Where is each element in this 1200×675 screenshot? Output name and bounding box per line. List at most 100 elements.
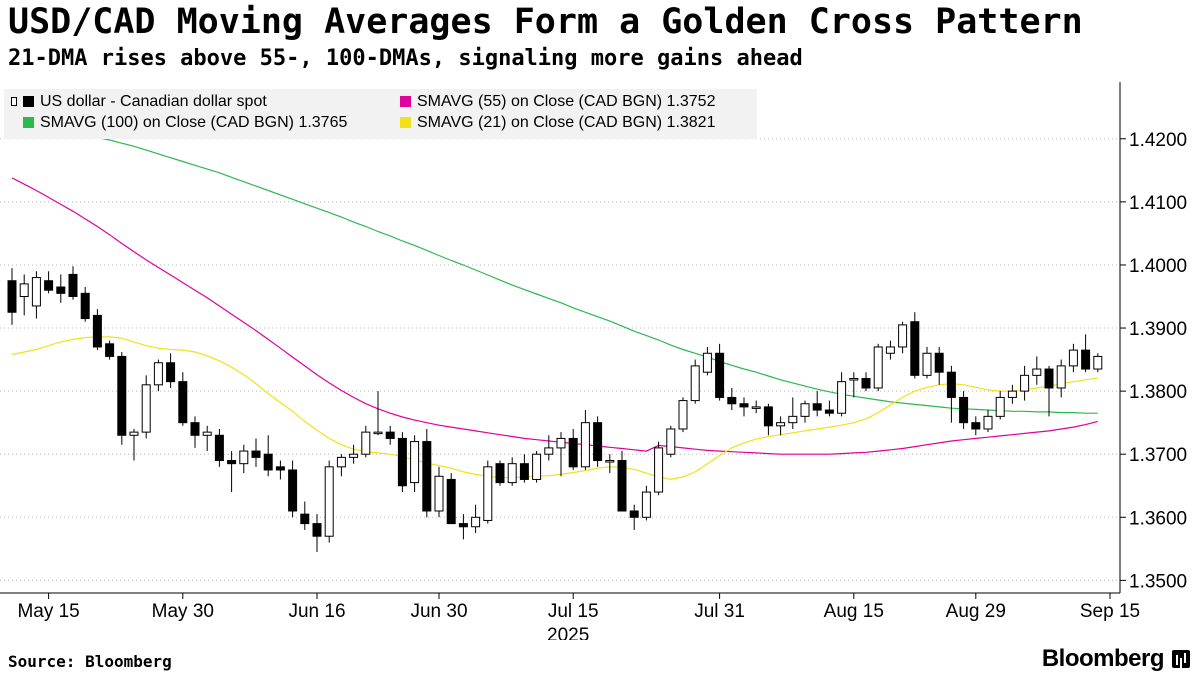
x-year-label: 2025 (547, 625, 589, 640)
candle-down (68, 273, 78, 297)
candle-down (715, 352, 725, 398)
legend-swatch-spot (23, 96, 34, 107)
candle-up (666, 428, 676, 455)
candle-up (349, 453, 359, 458)
candle-up (483, 466, 493, 521)
y-tick-label: 1.3600 (1129, 508, 1187, 529)
candle-up (849, 378, 859, 381)
chart-legend: US dollar - Canadian dollar spot SMAVG (… (4, 89, 757, 139)
legend-item-spot: US dollar - Canadian dollar spot (10, 92, 267, 112)
candle-down (727, 396, 737, 405)
candle-down (446, 478, 456, 525)
legend-item-sma55: SMAVG (55) on Close (CAD BGN) 1.3752 (400, 92, 715, 112)
candle-up (873, 346, 883, 389)
candle-up (788, 415, 798, 424)
candle-down (519, 463, 529, 480)
candle-down (288, 469, 298, 512)
legend-swatch-sma55 (400, 96, 411, 107)
legend-swatch-sma100 (23, 117, 34, 128)
candle-down (7, 280, 17, 313)
candle-down (458, 523, 468, 528)
y-tick-label: 1.4100 (1129, 193, 1187, 214)
candle-down (190, 422, 200, 436)
candle-down (910, 321, 920, 376)
y-tick-label: 1.3800 (1129, 382, 1187, 403)
legend-label-spot: US dollar - Canadian dollar spot (40, 93, 267, 110)
candle-down (946, 371, 956, 398)
candle-up (31, 277, 41, 307)
candles (7, 266, 1103, 552)
candle-down (300, 513, 310, 525)
candle-down (56, 286, 66, 294)
moving-average-lines (11, 122, 1098, 481)
legend-item-sma100: SMAVG (100) on Close (CAD BGN) 1.3765 (23, 113, 347, 133)
candle-up (373, 431, 383, 435)
legend-label-sma55: SMAVG (55) on Close (CAD BGN) 1.3752 (417, 93, 716, 110)
candle-up (434, 475, 444, 512)
candle-up (556, 437, 566, 449)
candle-up (1020, 374, 1030, 392)
candle-down (263, 453, 273, 471)
candle-up (580, 422, 590, 468)
candle-up (983, 415, 993, 430)
legend-label-sma21: SMAVG (21) on Close (CAD BGN) 1.3821 (417, 114, 716, 131)
x-tick-label: Jul 31 (694, 601, 745, 622)
candle-down (739, 403, 749, 408)
y-tick-label: 1.3500 (1129, 571, 1187, 592)
candle-down (568, 437, 578, 468)
chart-title: USD/CAD Moving Averages Form a Golden Cr… (8, 2, 1083, 42)
candle-up (19, 283, 29, 297)
candle-down (44, 280, 54, 291)
candlestick-chart: 1.3500 1.3600 1.3700 1.3800 1.3900 1.4000 1.41… (0, 82, 1187, 640)
x-tick-label: Sep 15 (1080, 601, 1140, 622)
candle-down (214, 434, 224, 462)
candle-down (1081, 349, 1091, 370)
candle-down (971, 422, 981, 430)
candle-up (800, 403, 810, 417)
candle-down (629, 510, 639, 518)
x-tick-label: May 30 (152, 601, 214, 622)
sma100-line (11, 122, 1098, 414)
candle-down (227, 460, 237, 465)
candle-up (141, 384, 151, 433)
bloomberg-badge-icon (1172, 650, 1190, 668)
candle-down (934, 352, 944, 373)
candle-up (129, 431, 139, 436)
candle-down (495, 463, 505, 484)
candle-up (1068, 349, 1078, 367)
candle-up (995, 396, 1005, 417)
candle-down (117, 355, 127, 436)
candle-up (544, 447, 554, 455)
sma55-line (11, 177, 1098, 455)
candle-legend-icon (10, 96, 21, 107)
legend-label-sma100: SMAVG (100) on Close (CAD BGN) 1.3765 (40, 114, 348, 131)
candle-up (1093, 355, 1103, 370)
candle-up (324, 466, 334, 537)
candle-down (166, 362, 176, 383)
candle-up (654, 447, 664, 493)
candle-up (532, 453, 542, 480)
candle-up (239, 450, 249, 465)
candle-down (824, 409, 834, 414)
candle-up (776, 422, 786, 427)
legend-item-sma21: SMAVG (21) on Close (CAD BGN) 1.3821 (400, 113, 715, 133)
grid-lines (0, 138, 1120, 581)
candle-down (251, 450, 261, 458)
candle-down (312, 523, 322, 537)
y-tick-label: 1.4000 (1129, 256, 1187, 277)
candle-up (410, 441, 420, 484)
candle-up (1007, 390, 1017, 398)
candle-up (471, 516, 481, 528)
bloomberg-logo: Bloomberg (1041, 645, 1165, 672)
candle-up (153, 362, 163, 386)
candle-up (751, 406, 761, 409)
sma21-line (11, 336, 1098, 481)
candle-up (898, 324, 908, 348)
axes: 1.3500 1.3600 1.3700 1.3800 1.3900 1.4000 1.41… (0, 82, 1187, 640)
legend-swatch-sma21 (400, 117, 411, 128)
y-tick-label: 1.3700 (1129, 445, 1187, 466)
candle-down (812, 403, 822, 411)
source-note: Source: Bloomberg (8, 652, 172, 671)
candle-down (422, 441, 432, 512)
candle-down (178, 381, 188, 424)
